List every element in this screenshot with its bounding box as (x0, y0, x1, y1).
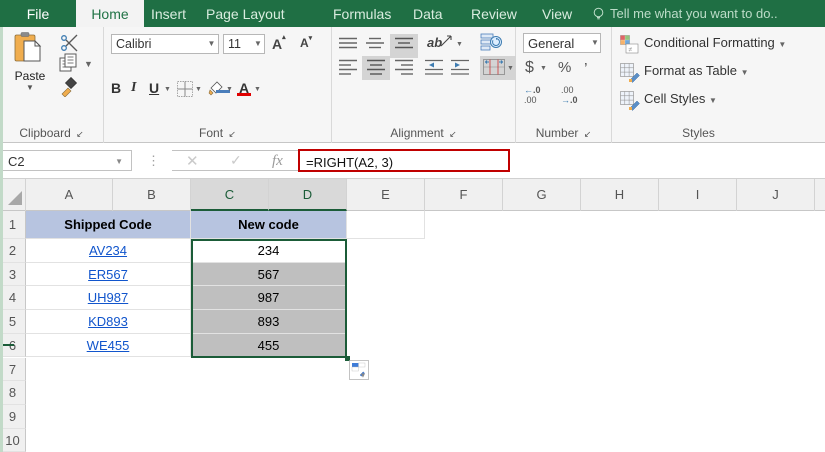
svg-text:≠: ≠ (629, 47, 633, 54)
svg-text:▼: ▼ (360, 373, 367, 380)
